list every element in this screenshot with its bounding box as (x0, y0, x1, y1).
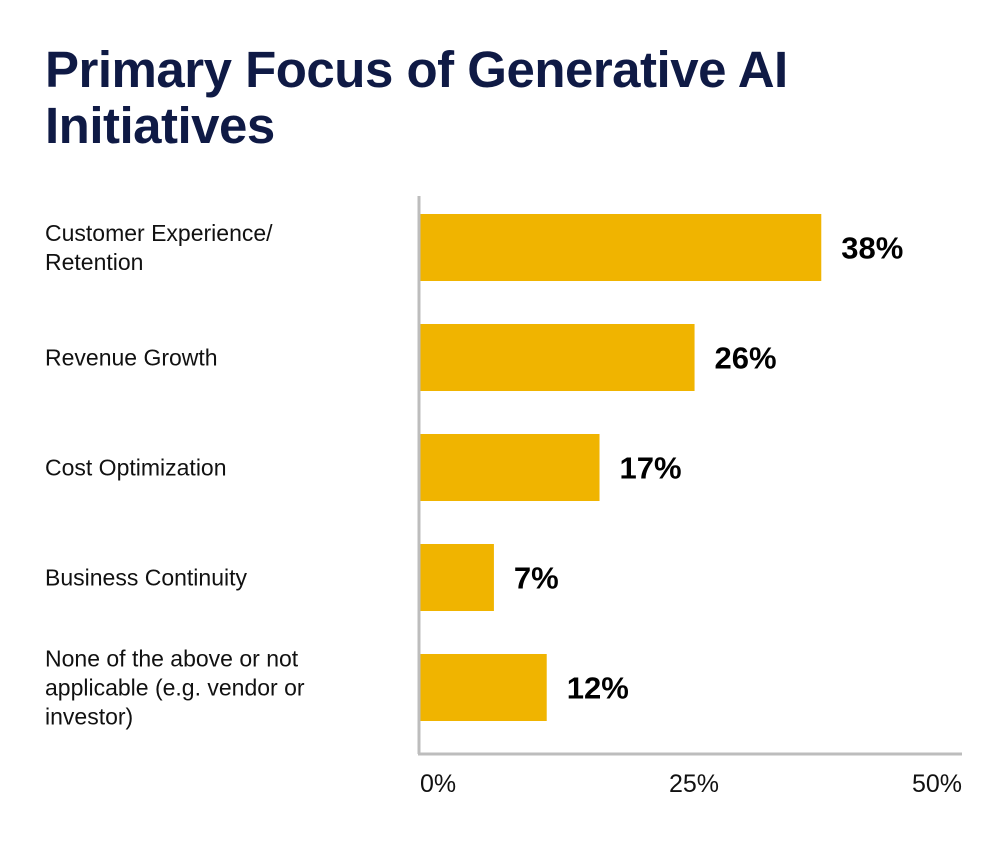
category-label: None of the above or not (45, 646, 299, 672)
bar-2 (420, 434, 600, 501)
category-label: investor) (45, 704, 133, 730)
bar-1 (420, 324, 695, 391)
category-label: Customer Experience/ (45, 220, 273, 246)
category-label: Revenue Growth (45, 345, 218, 371)
data-label-2: 17% (620, 451, 682, 486)
bar-4 (420, 654, 547, 721)
data-label-4: 12% (567, 671, 629, 706)
data-label-3: 7% (514, 561, 559, 596)
chart-title: Primary Focus of Generative AI Initiativ… (45, 41, 788, 154)
category-label: Business Continuity (45, 565, 247, 591)
data-label-0: 38% (841, 231, 903, 266)
bar-3 (420, 544, 494, 611)
category-label: applicable (e.g. vendor or (45, 675, 305, 701)
x-tick-label: 25% (669, 770, 719, 798)
category-label: Retention (45, 249, 143, 275)
x-tick-label: 50% (912, 770, 962, 798)
bar-0 (420, 214, 822, 281)
category-label: Cost Optimization (45, 455, 227, 481)
data-label-1: 26% (715, 341, 777, 376)
x-tick-label: 0% (420, 770, 456, 798)
